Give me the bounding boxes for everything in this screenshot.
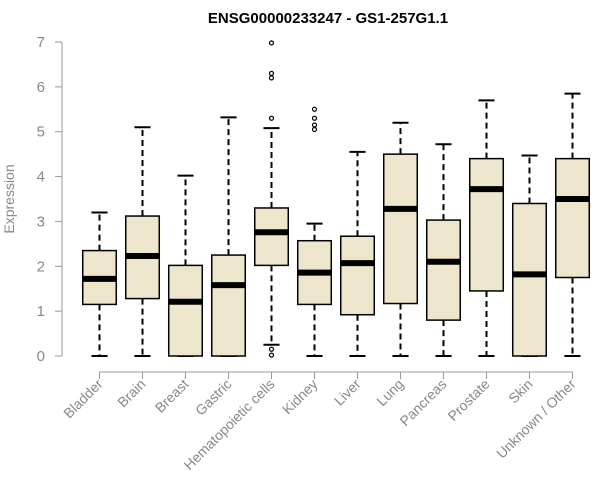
x-category-label: Pancreas	[396, 376, 449, 429]
y-tick-label: 0	[37, 348, 45, 365]
box-prostate	[468, 99, 505, 357]
x-category-label: Prostate	[444, 376, 492, 424]
y-tick-label: 7	[37, 34, 45, 51]
y-tick-label: 2	[37, 258, 45, 275]
x-category-label: Lung	[373, 376, 406, 409]
iqr-box	[167, 264, 204, 357]
iqr-box	[554, 157, 591, 279]
y-tick-label: 3	[37, 213, 45, 230]
iqr-box	[253, 207, 290, 267]
iqr-box	[210, 254, 247, 357]
outlier-point	[311, 106, 318, 112]
x-category-label: Breast	[152, 376, 192, 416]
outlier-point	[268, 115, 275, 121]
box-kidney	[296, 106, 333, 357]
y-tick-label: 1	[37, 303, 45, 320]
outlier-point	[268, 75, 275, 81]
iqr-box	[425, 219, 462, 321]
box-hematopoietic-cells	[253, 40, 290, 358]
box-liver	[339, 150, 376, 357]
iqr-box	[511, 202, 548, 357]
outlier-point	[268, 346, 275, 352]
y-tick-label: 6	[37, 79, 45, 96]
box-brain	[124, 126, 161, 357]
box-gastric	[210, 116, 247, 357]
x-category-label: Skin	[505, 376, 536, 407]
outlier-point	[268, 70, 275, 77]
y-tick-label: 4	[37, 169, 45, 186]
chart-title: ENSG00000233247 - GS1-257G1.1	[208, 10, 448, 27]
y-axis: 0 1 2 3 4 5 6 7	[37, 34, 63, 365]
box-pancreas	[425, 143, 462, 357]
y-tick-label: 5	[37, 124, 45, 141]
box-unknown-other	[554, 92, 591, 357]
box-breast	[167, 174, 204, 357]
outlier-point	[268, 40, 275, 46]
box-bladder	[81, 211, 118, 357]
y-axis-label: Expression	[1, 164, 17, 233]
box-lung	[382, 121, 419, 357]
x-category-label: Gastric	[192, 376, 235, 419]
x-category-label: Liver	[331, 376, 364, 409]
iqr-box	[382, 153, 419, 305]
outlier-point	[311, 115, 318, 121]
outlier-point	[311, 126, 318, 133]
x-category-label: Kidney	[279, 376, 321, 418]
x-category-label: Unknown / Other	[493, 376, 579, 462]
outlier-point	[311, 122, 318, 128]
outlier-point	[268, 352, 275, 358]
box-skin	[511, 154, 548, 357]
boxes-group	[81, 40, 591, 358]
iqr-box	[468, 157, 505, 292]
x-category-label: Brain	[114, 376, 148, 410]
x-category-label: Bladder	[60, 376, 106, 422]
iqr-box	[339, 235, 376, 316]
